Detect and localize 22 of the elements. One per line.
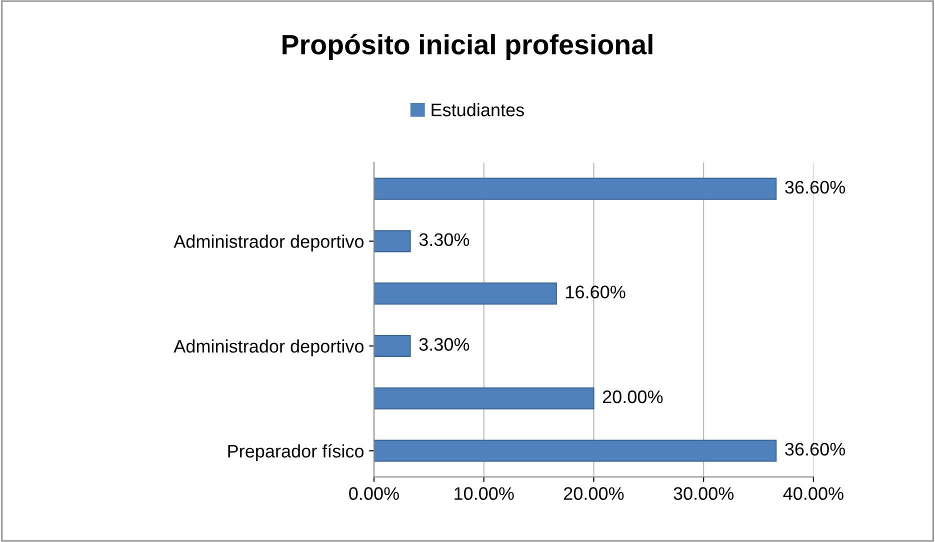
legend-label: Estudiantes [432,103,524,116]
data-label: 16.60% [566,286,626,298]
data-label: 20.00% [602,390,663,404]
x-tick-label: 20.00% [564,487,624,500]
bar [374,178,777,200]
bar [374,387,594,410]
chart-title: Propósito inicial profesional [282,34,652,60]
x-tick-label: 30.00% [674,487,734,500]
bar [374,230,411,252]
data-label: 36.60% [785,442,846,456]
y-tick-label: Administrador deportivo [174,234,364,252]
x-tick-label: 40.00% [783,487,844,500]
data-label: 36.60% [785,180,846,194]
bar [374,334,411,358]
x-tick-label: 10.00% [454,487,514,500]
data-label: 3.30% [419,233,470,246]
bar [374,282,557,305]
y-tick-label: Administrador deportivo [174,339,364,356]
data-label: 3.30% [419,338,470,351]
bar [374,440,777,462]
x-tick-label: 0.00% [349,487,399,500]
y-tick-label: Preparador físico [228,444,364,462]
